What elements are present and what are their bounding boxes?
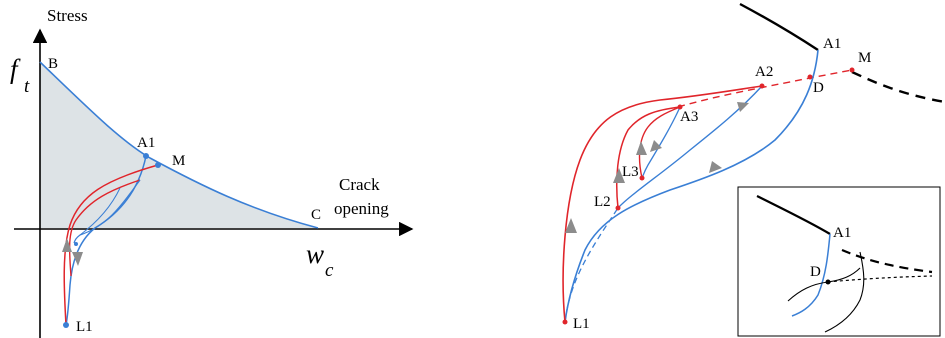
arrow-L2-up	[613, 168, 625, 183]
point-L3	[639, 175, 645, 181]
inset-label-A1: A1	[833, 225, 851, 241]
label-B: B	[48, 56, 58, 72]
dashed-D-M	[677, 69, 853, 108]
point-L2	[615, 205, 621, 211]
label-A2: A2	[755, 64, 773, 80]
label-D: D	[813, 80, 824, 96]
unloading-A1	[564, 49, 819, 323]
arrow-A1-down	[709, 161, 722, 173]
opening-label: opening	[334, 199, 389, 218]
label-L1: L1	[76, 319, 93, 335]
point-D	[807, 74, 813, 80]
wc-symbol: w	[306, 239, 324, 269]
wc-subscript: c	[325, 260, 334, 281]
point-A2	[759, 83, 765, 89]
dashed-L1-L2	[564, 207, 619, 323]
point-L1	[63, 322, 69, 328]
label-L2: L2	[594, 194, 611, 210]
envelope-solid	[739, 2, 819, 52]
arrow-L3-up	[636, 141, 647, 155]
point-A3	[677, 104, 683, 110]
softening-curve	[39, 61, 319, 229]
reloading-L1	[562, 85, 763, 323]
label-C: C	[311, 207, 321, 223]
label-L1-right: L1	[573, 316, 590, 332]
inner-loop-2	[79, 187, 121, 236]
inset-frame	[737, 186, 941, 337]
reloading-L3	[638, 106, 681, 179]
reloading-path-2	[68, 179, 141, 277]
inset-envelope-dashed	[841, 248, 933, 274]
inset: A1 D	[737, 186, 941, 337]
inset-blue-curve	[791, 233, 831, 317]
right-panel: A1 M A2 D A3 L3 L2 L1 A1 D	[562, 2, 945, 337]
crack-label: Crack	[339, 175, 380, 194]
ft-symbol: f	[10, 54, 21, 84]
label-M-right: M	[858, 50, 871, 66]
softening-region	[40, 62, 318, 228]
point-L1-right	[562, 319, 568, 325]
left-panel: Stress f t B A1 M C L1 Crack opening w c	[10, 6, 414, 338]
label-A3: A3	[680, 109, 698, 125]
point-A1	[143, 153, 149, 159]
ft-subscript: t	[24, 76, 30, 97]
point-M	[155, 162, 161, 168]
arrow-up-left	[62, 238, 72, 252]
arrow-L1-up	[565, 218, 577, 233]
inset-envelope-solid	[756, 195, 831, 235]
envelope-dashed	[851, 70, 945, 104]
arrow-A2-down	[737, 102, 749, 112]
stress-label: Stress	[47, 6, 88, 25]
inset-label-D: D	[810, 264, 821, 280]
arrow-down-left	[72, 252, 83, 266]
point-M-right	[849, 67, 855, 73]
label-L3: L3	[622, 164, 639, 180]
reloading-L2	[616, 106, 681, 209]
unloading-path	[65, 155, 147, 326]
point-small	[74, 242, 78, 246]
inset-dotted	[827, 275, 933, 283]
unloading-A3	[641, 106, 681, 179]
label-A1-right: A1	[823, 36, 841, 52]
reloading-path-1	[63, 164, 159, 326]
label-A1: A1	[137, 135, 155, 151]
arrow-A3-down	[650, 140, 662, 152]
inset-point-D	[825, 279, 831, 285]
label-M: M	[172, 153, 185, 169]
inset-black-curve-2	[824, 251, 865, 333]
